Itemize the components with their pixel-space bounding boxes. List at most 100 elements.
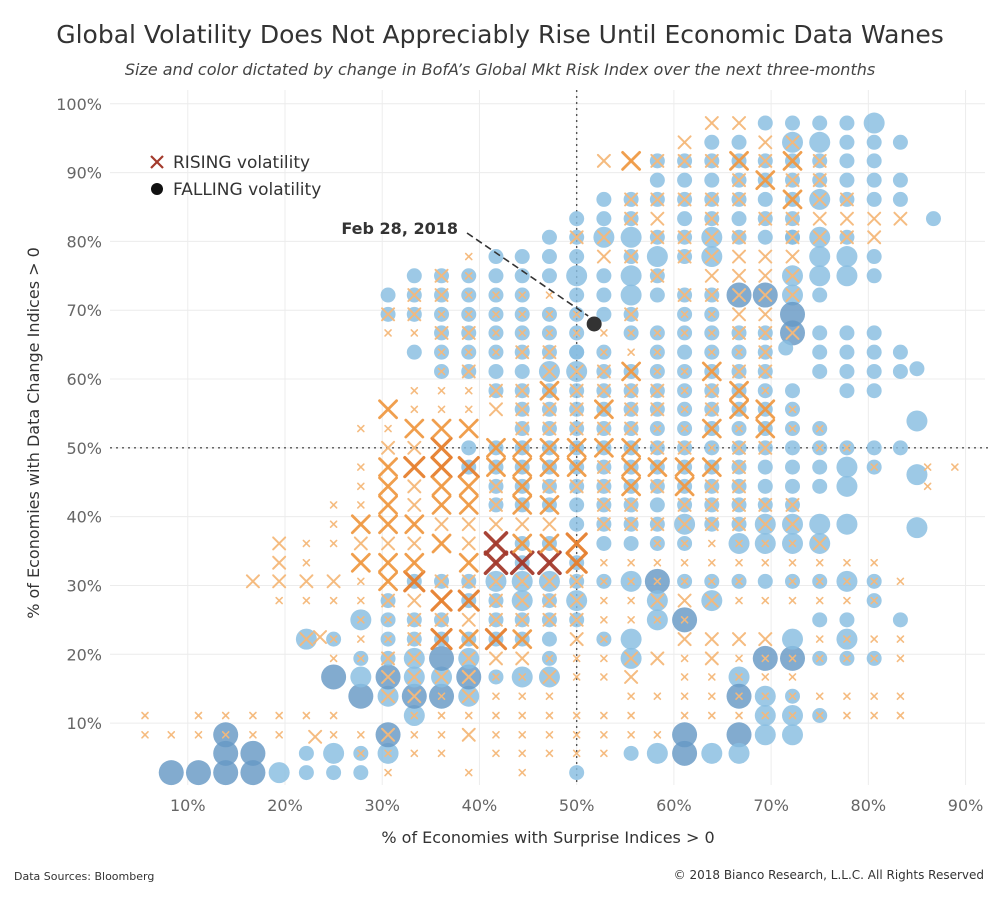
rising-point bbox=[627, 692, 635, 701]
rising-point bbox=[407, 612, 422, 627]
rising-point bbox=[384, 768, 392, 777]
rising-point bbox=[785, 268, 800, 283]
falling-point bbox=[839, 172, 855, 188]
rising-point bbox=[761, 539, 770, 548]
chart-title: Global Volatility Does Not Appreciably R… bbox=[56, 20, 944, 49]
rising-point bbox=[492, 692, 500, 701]
rising-point bbox=[870, 711, 878, 720]
rising-point bbox=[735, 654, 743, 663]
rising-point bbox=[839, 211, 854, 226]
rising-point bbox=[407, 479, 422, 494]
rising-point bbox=[674, 476, 695, 497]
rising-point bbox=[755, 418, 776, 439]
rising-point bbox=[650, 383, 665, 398]
rising-point bbox=[677, 288, 692, 303]
rising-point bbox=[545, 692, 554, 701]
rising-point bbox=[729, 399, 749, 420]
rising-point bbox=[569, 402, 584, 417]
rising-point bbox=[732, 325, 747, 340]
falling-point bbox=[649, 172, 665, 188]
x-tick-label: 40% bbox=[462, 796, 498, 815]
y-axis-label: % of Economies with Data Change Indices … bbox=[24, 247, 43, 619]
rising-point bbox=[461, 364, 476, 379]
rising-point bbox=[624, 517, 639, 532]
rising-point bbox=[488, 651, 503, 666]
falling-point bbox=[809, 246, 831, 268]
rising-point bbox=[488, 402, 503, 417]
rising-point bbox=[785, 325, 800, 340]
rising-point bbox=[512, 437, 533, 458]
rising-point bbox=[624, 383, 639, 398]
rising-point bbox=[600, 596, 608, 605]
rising-point bbox=[194, 730, 203, 739]
rising-point bbox=[461, 574, 476, 589]
rising-point bbox=[758, 632, 773, 647]
rising-point bbox=[621, 150, 642, 171]
falling-point bbox=[569, 249, 585, 265]
rising-point bbox=[870, 463, 878, 471]
rising-point bbox=[464, 291, 473, 299]
rising-point bbox=[461, 517, 476, 532]
rising-point bbox=[357, 463, 365, 471]
rising-point bbox=[431, 418, 452, 439]
falling-point bbox=[704, 134, 720, 150]
rising-point bbox=[492, 730, 500, 739]
rising-point bbox=[357, 482, 365, 491]
rising-point bbox=[488, 479, 503, 494]
x-tick-label: 10% bbox=[170, 796, 206, 815]
rising-point bbox=[680, 558, 689, 567]
falling-point bbox=[892, 172, 908, 188]
falling-point bbox=[866, 249, 882, 265]
rising-point bbox=[788, 539, 797, 548]
rising-point bbox=[624, 651, 639, 666]
rising-point bbox=[572, 310, 581, 319]
rising-point bbox=[653, 329, 662, 337]
falling-point bbox=[839, 612, 855, 628]
rising-point bbox=[755, 170, 776, 191]
rising-point bbox=[758, 440, 773, 455]
rising-point bbox=[735, 692, 743, 701]
annotation-leader-line bbox=[466, 232, 589, 317]
falling-point bbox=[240, 740, 266, 766]
rising-point bbox=[434, 325, 449, 340]
falling-point bbox=[541, 631, 557, 647]
rising-point bbox=[708, 673, 716, 681]
falling-point bbox=[185, 760, 211, 786]
rising-point bbox=[732, 479, 747, 494]
rising-point bbox=[704, 632, 719, 647]
rising-point bbox=[404, 514, 425, 535]
rising-point bbox=[350, 514, 371, 535]
rising-point bbox=[627, 348, 635, 356]
rising-point bbox=[378, 571, 398, 592]
rising-point bbox=[653, 616, 662, 624]
rising-point bbox=[461, 669, 476, 684]
falling-point bbox=[892, 344, 908, 360]
copyright: © 2018 Bianco Research, L.L.C. All Right… bbox=[673, 868, 984, 882]
rising-point bbox=[624, 192, 639, 207]
falling-point bbox=[785, 440, 800, 456]
falling-point bbox=[836, 246, 858, 268]
rising-point bbox=[515, 651, 530, 666]
rising-point bbox=[627, 577, 635, 586]
rising-point bbox=[542, 593, 557, 608]
falling-point bbox=[728, 742, 750, 764]
falling-point bbox=[757, 191, 773, 207]
rising-point bbox=[542, 612, 557, 627]
rising-point bbox=[404, 418, 425, 439]
rising-point bbox=[708, 692, 716, 701]
falling-point bbox=[909, 361, 925, 377]
rising-point bbox=[896, 654, 905, 663]
rising-point bbox=[569, 230, 584, 245]
rising-point bbox=[677, 632, 692, 647]
rising-point bbox=[512, 533, 533, 554]
rising-point bbox=[565, 551, 588, 574]
rising-point bbox=[624, 211, 639, 226]
rising-point bbox=[492, 711, 500, 720]
falling-point bbox=[514, 268, 530, 284]
y-tick-label: 100% bbox=[56, 95, 102, 114]
rising-point bbox=[600, 635, 608, 643]
falling-point bbox=[623, 745, 639, 761]
rising-point bbox=[596, 230, 611, 245]
rising-point bbox=[870, 596, 878, 605]
rising-point bbox=[272, 574, 287, 589]
